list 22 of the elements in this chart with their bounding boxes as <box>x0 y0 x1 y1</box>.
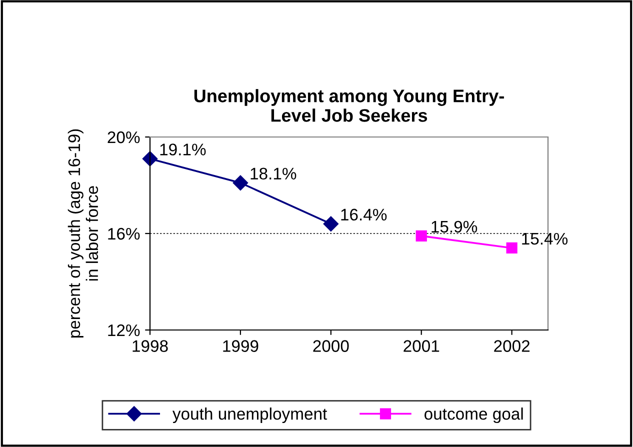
point <box>416 230 427 242</box>
y-tick-label: 20% <box>108 131 140 144</box>
x-tick-label: 2002 <box>494 340 530 352</box>
point <box>506 242 518 254</box>
x-tick-label: 2000 <box>313 340 349 352</box>
data-label: 15.9% <box>432 220 478 233</box>
x-tick-label: 1999 <box>223 340 258 352</box>
data-label: 15.4% <box>522 232 568 245</box>
point <box>142 151 158 166</box>
y-tick-label: 12% <box>108 324 140 336</box>
data-label: 16.4% <box>341 208 387 221</box>
chart-title: Unemployment among Young Entry- Level Job Seekers <box>194 89 504 122</box>
legend-label: youth unemployment <box>172 408 328 424</box>
x-tick-label: 2001 <box>404 340 440 352</box>
point <box>323 216 338 232</box>
data-label: 19.1% <box>160 144 206 156</box>
point <box>232 175 248 190</box>
data-label: 18.1% <box>250 168 296 180</box>
x-tick-label: 1998 <box>132 340 168 352</box>
y-tick-label: 16% <box>108 228 140 240</box>
y-axis-title: percent of youth (age 16-19) in labor force <box>68 129 98 338</box>
legend-label: outcome goal <box>424 408 523 424</box>
